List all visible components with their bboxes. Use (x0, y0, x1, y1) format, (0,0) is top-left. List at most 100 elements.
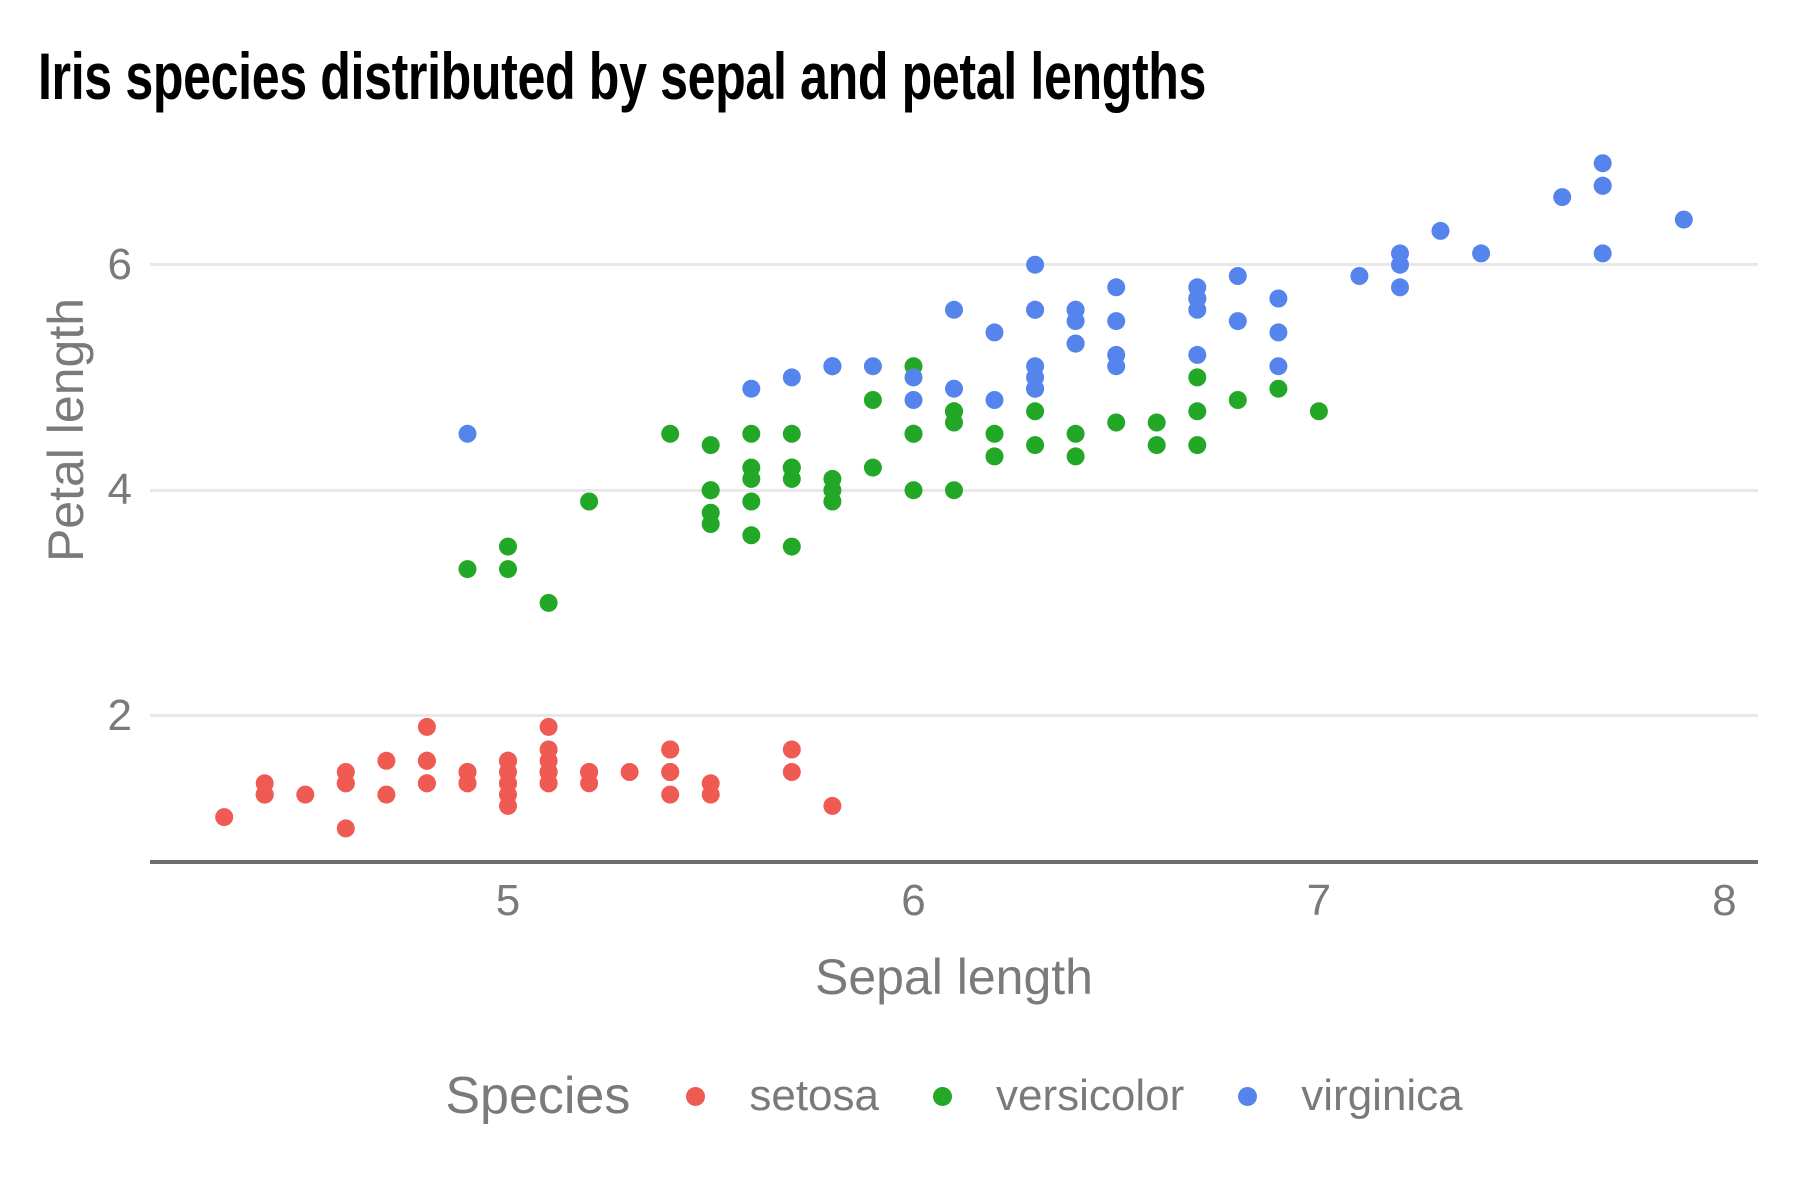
data-point-virginica (1026, 300, 1045, 319)
data-point-setosa (499, 751, 517, 770)
legend: Species setosa versicolor virginica (150, 1062, 1758, 1130)
data-point-setosa (417, 751, 436, 770)
x-tick-label-6: 6 (901, 876, 926, 925)
data-point-versicolor (1147, 413, 1166, 432)
data-point-virginica (1391, 278, 1409, 297)
data-point-versicolor (539, 593, 558, 612)
legend-label-versicolor: versicolor (995, 1071, 1185, 1120)
data-point-virginica (904, 391, 923, 409)
legend-swatch-versicolor-icon (932, 1086, 952, 1106)
data-point-virginica (985, 323, 1004, 342)
data-point-virginica (1107, 312, 1126, 331)
data-point-virginica (1472, 244, 1491, 263)
data-point-setosa (661, 740, 680, 759)
data-point-versicolor (1066, 447, 1085, 466)
data-point-setosa (580, 763, 599, 781)
data-point-virginica (742, 379, 761, 398)
data-point-versicolor (904, 481, 923, 500)
data-point-virginica (1553, 188, 1572, 207)
legend-items-container: setosa versicolor virginica (686, 1071, 1463, 1121)
data-point-versicolor (782, 424, 801, 443)
data-point-setosa (458, 774, 477, 793)
data-point-virginica (1228, 312, 1247, 331)
data-point-versicolor (458, 560, 477, 579)
data-point-setosa (417, 717, 436, 736)
data-point-virginica (945, 379, 963, 398)
data-point-setosa (377, 751, 396, 770)
data-point-versicolor (863, 391, 882, 409)
data-point-virginica (985, 391, 1004, 409)
data-point-setosa (336, 819, 355, 838)
data-point-versicolor (904, 424, 923, 443)
data-point-virginica (1391, 255, 1409, 274)
data-point-versicolor (742, 424, 761, 443)
data-point-versicolor (782, 537, 801, 556)
y-tick-label-6: 6 (107, 239, 132, 289)
x-tick-label-5: 5 (495, 876, 521, 925)
y-tick-label-2: 2 (107, 690, 132, 740)
data-point-setosa (296, 785, 315, 804)
data-point-virginica (863, 357, 882, 376)
data-point-versicolor (945, 481, 963, 500)
legend-item-setosa: setosa (686, 1071, 879, 1121)
data-point-virginica (1674, 210, 1693, 229)
data-point-versicolor (661, 424, 680, 443)
data-point-versicolor (742, 458, 761, 477)
data-point-virginica (1269, 289, 1288, 308)
data-point-virginica (1431, 221, 1450, 240)
data-point-setosa (215, 808, 234, 827)
data-point-virginica (1188, 289, 1207, 308)
plot-panel (150, 131, 1758, 864)
data-point-setosa (377, 785, 396, 804)
data-point-versicolor (1188, 368, 1207, 387)
x-tick-label-8: 8 (1712, 876, 1737, 925)
data-point-setosa (255, 785, 274, 804)
data-point-versicolor (863, 458, 882, 477)
data-point-setosa (336, 774, 355, 793)
data-point-virginica (1026, 368, 1045, 387)
data-point-virginica (1228, 267, 1247, 285)
data-point-virginica (1593, 154, 1612, 173)
data-point-versicolor (1107, 413, 1126, 432)
data-point-setosa (782, 763, 801, 781)
data-point-versicolor (1188, 436, 1207, 455)
data-point-versicolor (701, 515, 720, 533)
data-point-setosa (823, 796, 842, 815)
data-point-virginica (945, 300, 963, 319)
data-point-versicolor (985, 424, 1004, 443)
gridline-y-6 (150, 263, 1758, 267)
scatter-points-layer (215, 154, 1693, 838)
gridline-y-2 (150, 714, 1758, 718)
legend-item-virginica: virginica (1238, 1071, 1463, 1121)
data-point-versicolor (701, 436, 720, 455)
data-point-versicolor (1188, 402, 1207, 421)
data-point-versicolor (1269, 379, 1288, 398)
data-point-virginica (1350, 267, 1369, 285)
legend-item-versicolor: versicolor (932, 1071, 1185, 1121)
data-point-setosa (661, 763, 680, 781)
data-point-versicolor (823, 481, 842, 500)
data-point-virginica (823, 357, 842, 376)
data-point-versicolor (742, 526, 761, 545)
data-point-versicolor (499, 560, 517, 579)
data-point-virginica (1107, 345, 1126, 364)
y-tick-label-4: 4 (107, 465, 132, 515)
data-point-virginica (1026, 255, 1045, 274)
data-point-virginica (1107, 278, 1126, 297)
x-tick-label-7: 7 (1306, 876, 1332, 925)
data-point-versicolor (1228, 391, 1247, 409)
legend-swatch-virginica-icon (1238, 1086, 1258, 1106)
data-point-setosa (539, 751, 558, 770)
data-point-setosa (661, 785, 680, 804)
data-point-versicolor (1147, 436, 1166, 455)
data-point-setosa (539, 717, 558, 736)
data-point-versicolor (1309, 402, 1328, 421)
data-point-virginica (1593, 244, 1612, 263)
data-point-virginica (904, 368, 923, 387)
chart-title: Iris species distributed by sepal and pe… (38, 39, 1207, 113)
data-point-virginica (1593, 176, 1612, 195)
data-point-versicolor (945, 413, 963, 432)
data-point-virginica (1188, 345, 1207, 364)
data-point-virginica (782, 368, 801, 387)
legend-label-virginica: virginica (1301, 1071, 1463, 1120)
